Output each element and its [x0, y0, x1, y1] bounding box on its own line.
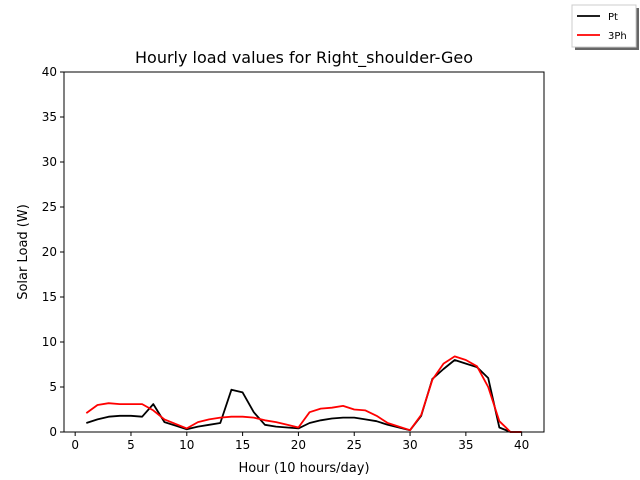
legend-label-pt: Pt	[608, 12, 618, 23]
x-tick-label: 20	[291, 438, 306, 452]
y-tick-label: 30	[42, 155, 57, 169]
x-tick-label: 5	[127, 438, 135, 452]
y-tick-label: 10	[42, 335, 57, 349]
chart-title: Hourly load values for Right_shoulder-Ge…	[135, 48, 473, 68]
x-axis-ticks: 0 5 10 15 20 25 30 35 40	[71, 432, 529, 452]
series-group	[85, 355, 522, 433]
x-tick-label: 15	[235, 438, 250, 452]
x-tick-label: 40	[514, 438, 529, 452]
x-tick-label: 10	[179, 438, 194, 452]
series-line-pt	[86, 359, 522, 433]
plot-frame	[63, 71, 545, 433]
legend-items: Pt 3Ph	[577, 12, 627, 42]
legend: Pt 3Ph	[571, 4, 639, 50]
series-line-3ph	[85, 355, 522, 433]
y-axis-ticks: 0 5 10 15 20 25 30 35 40	[42, 65, 64, 439]
y-tick-label: 0	[49, 425, 57, 439]
x-tick-label: 35	[458, 438, 473, 452]
legend-box	[571, 4, 637, 48]
y-tick-label: 35	[42, 110, 57, 124]
y-tick-label: 15	[42, 290, 57, 304]
y-axis-label: Solar Load (W)	[16, 204, 31, 300]
x-axis-label: Hour (10 hours/day)	[238, 461, 369, 476]
y-tick-label: 20	[42, 245, 57, 259]
legend-label-3ph: 3Ph	[608, 31, 627, 42]
x-tick-label: 25	[347, 438, 362, 452]
y-tick-label: 40	[42, 65, 57, 79]
y-tick-label: 25	[42, 200, 57, 214]
y-tick-label: 5	[49, 380, 57, 394]
x-tick-label: 0	[71, 438, 79, 452]
x-tick-label: 30	[402, 438, 417, 452]
